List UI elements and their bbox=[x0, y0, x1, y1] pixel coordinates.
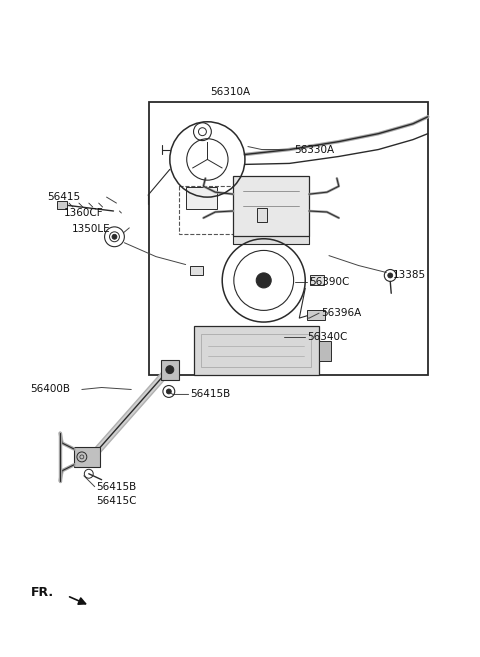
Circle shape bbox=[256, 273, 271, 288]
Bar bbox=[179, 186, 292, 234]
Text: 1350LE: 1350LE bbox=[72, 224, 110, 234]
Text: 56415C: 56415C bbox=[96, 495, 137, 505]
Bar bbox=[74, 447, 100, 467]
Bar bbox=[310, 275, 324, 285]
Bar bbox=[193, 326, 319, 374]
Text: 1360CF: 1360CF bbox=[64, 208, 104, 218]
Bar bbox=[186, 187, 217, 209]
Bar bbox=[247, 329, 257, 343]
Circle shape bbox=[112, 235, 117, 239]
Text: 56400B: 56400B bbox=[30, 384, 71, 394]
Bar bbox=[161, 360, 179, 380]
Bar bbox=[319, 341, 331, 361]
Text: 56330A: 56330A bbox=[294, 145, 335, 154]
Circle shape bbox=[388, 273, 393, 278]
Circle shape bbox=[167, 389, 171, 394]
Bar bbox=[190, 265, 204, 275]
Text: 56310A: 56310A bbox=[210, 87, 250, 97]
Text: 56415B: 56415B bbox=[191, 390, 231, 399]
Bar bbox=[57, 201, 67, 209]
Bar bbox=[149, 102, 428, 374]
Bar bbox=[202, 334, 311, 367]
Text: 13385: 13385 bbox=[393, 271, 426, 281]
Text: 56415B: 56415B bbox=[96, 482, 137, 491]
Bar bbox=[257, 208, 267, 222]
Text: 56340C: 56340C bbox=[307, 332, 348, 342]
Circle shape bbox=[166, 366, 174, 374]
Bar bbox=[307, 310, 325, 320]
Text: 56396A: 56396A bbox=[321, 308, 361, 318]
Text: 56390C: 56390C bbox=[309, 277, 349, 287]
Bar bbox=[233, 236, 309, 244]
Bar bbox=[233, 176, 309, 236]
Text: FR.: FR. bbox=[30, 586, 54, 599]
Text: 56415: 56415 bbox=[47, 192, 80, 202]
